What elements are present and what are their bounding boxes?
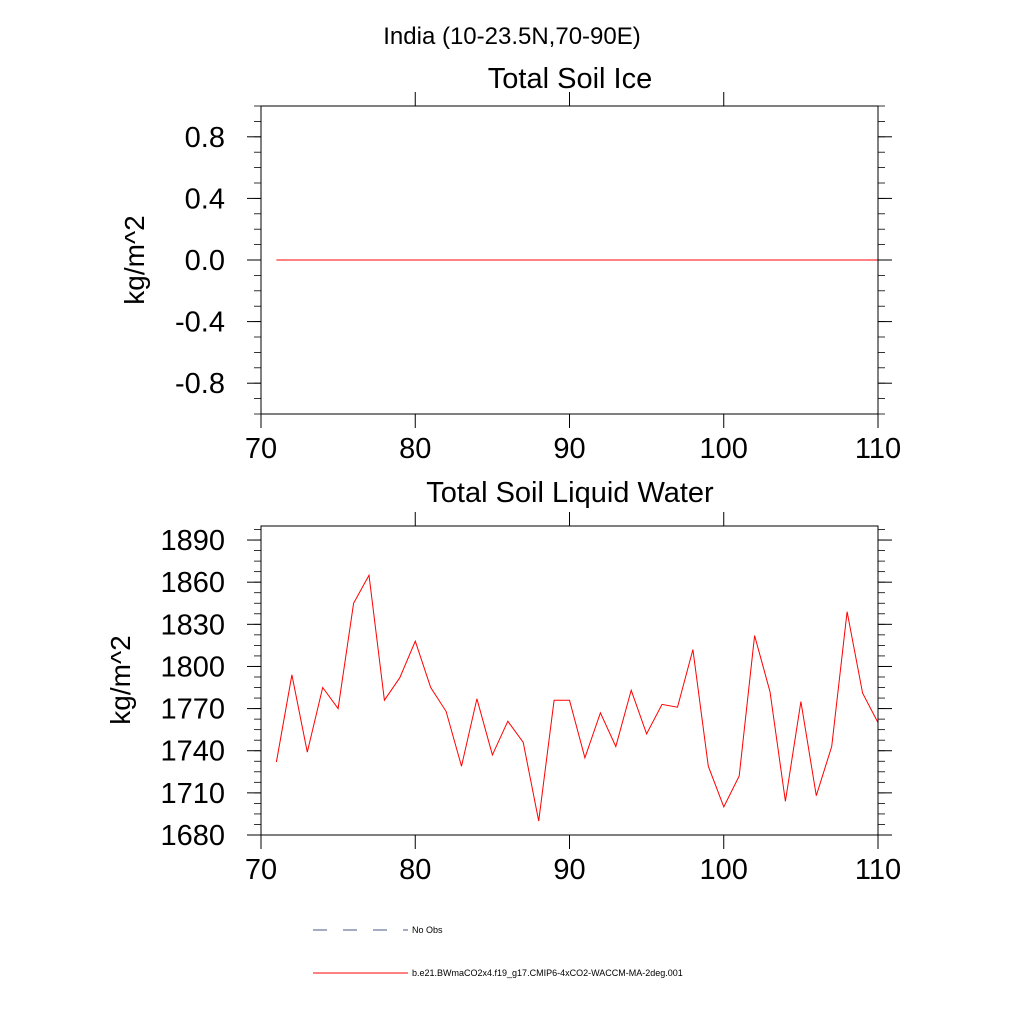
panel-total-soil-ice: Total Soil Ice kg/m^2 70 80 90 100 110 0.8 0.4… xyxy=(119,63,901,465)
panel-1-title: Total Soil Ice xyxy=(488,63,652,95)
panel-2-x-tick-label: 90 xyxy=(553,854,585,886)
panel-total-soil-liquid-water: Total Soil Liquid Water kg/m^2 70 80 90 100… xyxy=(105,477,901,886)
panel-1-x-tick-label: 110 xyxy=(855,433,901,465)
panel-2-ticks: 70 80 90 100 110 1890 1860 1830 1800 1770 1740 1710… xyxy=(160,512,901,886)
panel-1-ticks: 70 80 90 100 110 0.8 0.4 0.0 -0.4 -0.8 xyxy=(175,92,901,465)
panel-1-x-tick-label: 90 xyxy=(553,433,585,465)
legend: No Obs b.e21.BWmaCO2x4.f19_g17.CMIP6-4xC… xyxy=(313,925,683,978)
legend-label-no-obs: No Obs xyxy=(412,925,443,935)
legend-label-model-run: b.e21.BWmaCO2x4.f19_g17.CMIP6-4xCO2-WACC… xyxy=(412,968,683,978)
panel-2-y-tick-label: 1680 xyxy=(160,820,225,852)
legend-item-model-run: b.e21.BWmaCO2x4.f19_g17.CMIP6-4xCO2-WACC… xyxy=(313,968,683,978)
panel-1-y-tick-label: -0.4 xyxy=(175,307,225,339)
panel-2-x-tick-label: 80 xyxy=(399,854,431,886)
panel-2-series-line xyxy=(275,573,879,822)
panel-1-x-tick-label: 100 xyxy=(700,433,748,465)
panel-2-x-tick-label: 100 xyxy=(700,854,748,886)
panel-2-y-tick-label: 1890 xyxy=(160,525,225,557)
panel-1-y-tick-label: 0.0 xyxy=(185,245,225,277)
panel-2-y-tick-label: 1740 xyxy=(160,736,225,768)
panel-1-y-tick-label: -0.8 xyxy=(175,368,225,400)
panel-2-title: Total Soil Liquid Water xyxy=(426,477,714,509)
panel-2-plot-frame xyxy=(260,525,879,836)
panel-2-y-tick-label: 1860 xyxy=(160,567,225,599)
panel-2-y-tick-label: 1770 xyxy=(160,694,225,726)
panel-2-ylabel: kg/m^2 xyxy=(105,635,136,724)
panel-2-y-tick-label: 1830 xyxy=(160,609,225,641)
panel-1-y-tick-label: 0.4 xyxy=(185,183,225,215)
panel-2-y-tick-label: 1800 xyxy=(160,651,225,683)
panel-1-ylabel: kg/m^2 xyxy=(119,215,150,304)
panel-1-x-tick-label: 70 xyxy=(245,433,277,465)
region-title: India (10-23.5N,70-90E) xyxy=(383,23,640,50)
panel-1-x-tick-label: 80 xyxy=(399,433,431,465)
panel-1-plot-frame xyxy=(260,105,879,415)
legend-item-no-obs: No Obs xyxy=(313,925,443,935)
panel-1-y-tick-label: 0.8 xyxy=(185,122,225,154)
panel-2-y-tick-label: 1710 xyxy=(160,778,225,810)
panel-2-series xyxy=(275,573,879,822)
panel-2-x-tick-label: 70 xyxy=(245,854,277,886)
panel-2-x-tick-label: 110 xyxy=(855,854,901,886)
